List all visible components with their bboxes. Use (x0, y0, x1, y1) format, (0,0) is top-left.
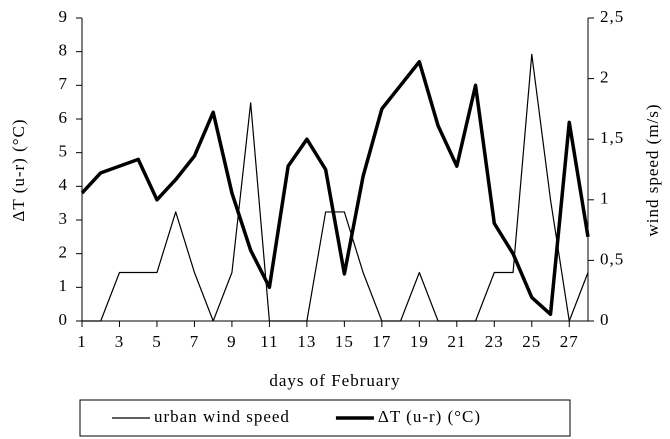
y2-tick-label: 0,5 (600, 249, 624, 268)
x-axis-label: days of February (269, 371, 400, 390)
y-tick-label: 2 (59, 243, 69, 262)
y2-tick-label: 2 (600, 68, 610, 87)
series-line (80, 60, 590, 317)
x-tick-label: 9 (227, 332, 237, 351)
x-tick-label: 1 (77, 332, 87, 351)
y-tick-label: 3 (59, 209, 69, 228)
y2-axis-label: wind speed (m/s) (643, 103, 662, 236)
x-tick-label: 19 (410, 332, 429, 351)
y-tick-label: 9 (59, 7, 69, 26)
y-axis-label: ΔT (u-r) (°C) (9, 118, 28, 221)
x-tick-label: 7 (190, 332, 200, 351)
series-line (82, 53, 589, 322)
y-tick-label: 8 (59, 41, 69, 60)
x-tick-label: 23 (485, 332, 504, 351)
legend-label: urban wind speed (154, 407, 290, 426)
legend-label: ΔT (u-r) (°C) (378, 407, 481, 426)
x-tick-label: 11 (260, 332, 278, 351)
x-tick-label: 13 (297, 332, 316, 351)
x-tick-label: 17 (372, 332, 391, 351)
legend-box (79, 399, 571, 437)
x-tick-label: 15 (335, 332, 354, 351)
x-tick-label: 3 (115, 332, 125, 351)
x-tick-label: 5 (152, 332, 162, 351)
x-tick-label: 25 (522, 332, 541, 351)
y2-tick-label: 0 (600, 310, 610, 329)
y-tick-label: 6 (59, 108, 69, 127)
y-tick-label: 0 (59, 310, 69, 329)
y2-tick-label: 2,5 (600, 7, 624, 26)
y-tick-label: 4 (59, 175, 69, 194)
y-tick-label: 7 (59, 74, 69, 93)
x-tick-label: 21 (447, 332, 466, 351)
y-tick-label: 1 (59, 276, 69, 295)
y2-tick-label: 1 (600, 189, 610, 208)
x-tick-label: 27 (560, 332, 579, 351)
y2-tick-label: 1,5 (600, 128, 624, 147)
y-tick-label: 5 (59, 142, 69, 161)
